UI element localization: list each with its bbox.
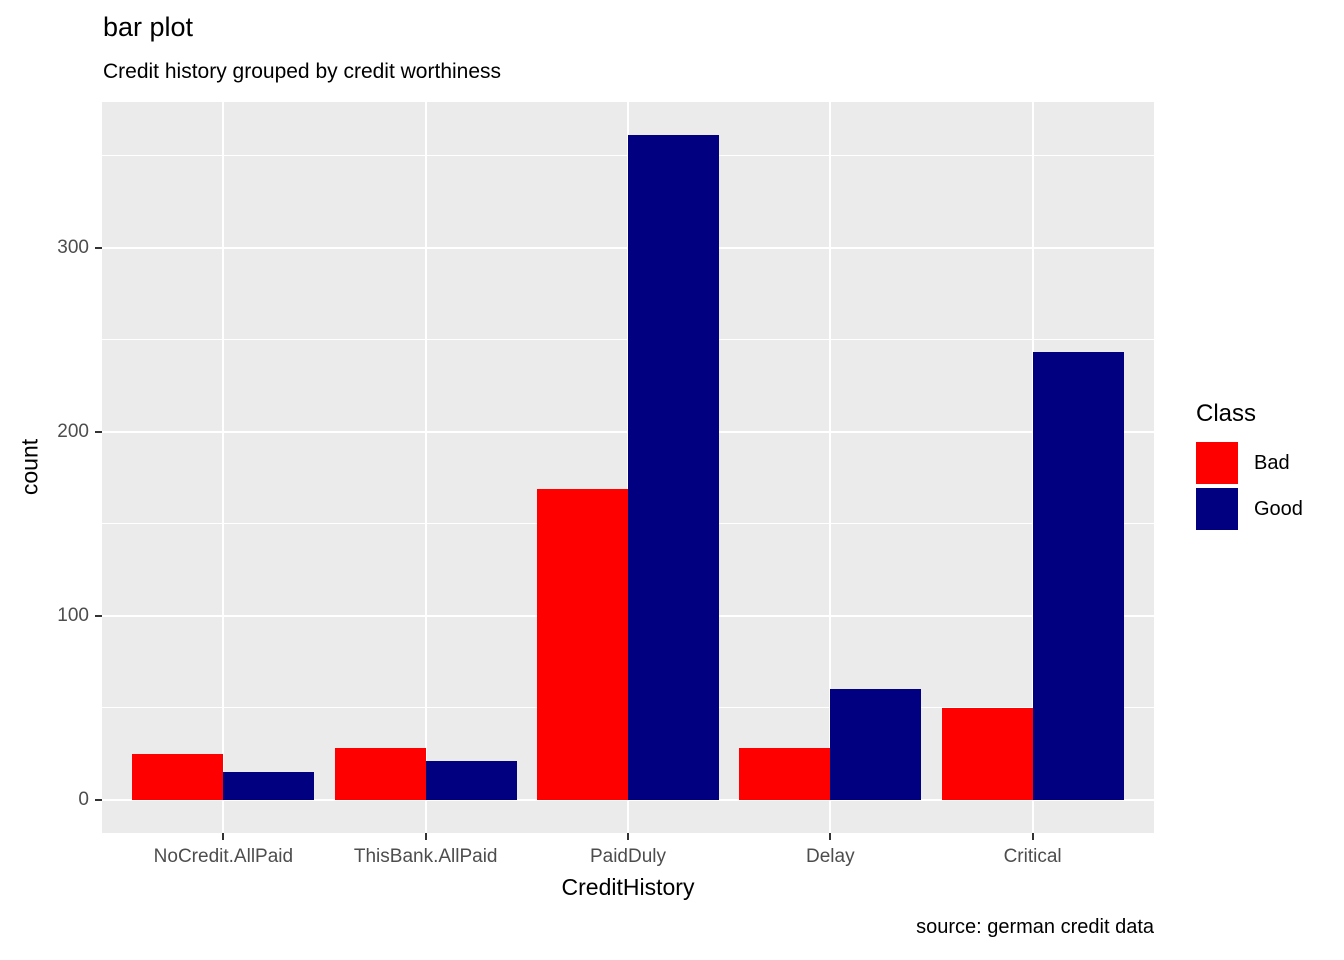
x-tick-mark-PaidDuly (627, 833, 629, 840)
legend-swatch-Bad (1196, 442, 1238, 484)
bar-Good-Critical (1032, 352, 1124, 800)
bar-Bad-Critical (941, 707, 1033, 800)
x-tick-label-PaidDuly: PaidDuly (589, 846, 667, 867)
bar-Bad-Delay (739, 748, 831, 800)
chart-subtitle: Credit history grouped by credit worthin… (103, 60, 502, 83)
legend-label-Bad: Bad (1254, 451, 1290, 474)
legend-items: Bad Good (1196, 442, 1303, 530)
bar-Bad-NoCredit.AllPaid (132, 753, 224, 800)
y-tick-label-200: 200 (57, 420, 89, 442)
chart-title: bar plot (103, 12, 194, 42)
bar-Good-PaidDuly (628, 135, 720, 800)
bar-Bad-ThisBank.AllPaid (334, 748, 426, 800)
x-tick-label-Critical: Critical (1003, 846, 1062, 867)
x-tick-mark-ThisBank.AllPaid (424, 833, 427, 840)
y-tick-mark-300 (95, 246, 102, 249)
y-tick-mark-100 (95, 614, 102, 617)
gridline-major-x-Delay (829, 102, 832, 833)
legend-item-Good: Good (1196, 488, 1303, 530)
x-tick-mark-Critical (1031, 833, 1034, 840)
y-tick-mark-0 (95, 798, 102, 801)
x-axis-title: CreditHistory (561, 874, 695, 900)
y-tick-label-300: 300 (57, 236, 89, 258)
plot-panel (102, 102, 1154, 833)
x-tick-mark-NoCredit.AllPaid (222, 833, 225, 840)
bar-Bad-PaidDuly (536, 488, 628, 800)
y-tick-mark-200 (95, 430, 102, 433)
legend: Class Bad Good (1196, 400, 1303, 534)
bar-Good-NoCredit.AllPaid (223, 772, 315, 800)
legend-item-Bad: Bad (1196, 442, 1303, 484)
bar-Good-Delay (830, 689, 922, 800)
legend-label-Good: Good (1254, 497, 1303, 520)
legend-swatch-Good (1196, 488, 1238, 530)
y-axis-title: count (16, 438, 43, 496)
bar-Good-ThisBank.AllPaid (425, 761, 517, 800)
gridline-major-x-NoCredit.AllPaid (222, 102, 225, 833)
gridline-major-x-ThisBank.AllPaid (424, 102, 427, 833)
y-tick-label-0: 0 (78, 788, 89, 810)
legend-title: Class (1196, 400, 1257, 427)
x-tick-label-Delay: Delay (806, 846, 855, 867)
x-tick-label-ThisBank.AllPaid: ThisBank.AllPaid (353, 846, 498, 867)
x-tick-label-NoCredit.AllPaid: NoCredit.AllPaid (153, 846, 294, 867)
y-tick-label-100: 100 (57, 604, 89, 626)
x-tick-mark-Delay (829, 833, 832, 840)
chart-caption: source: german credit data (916, 916, 1154, 938)
